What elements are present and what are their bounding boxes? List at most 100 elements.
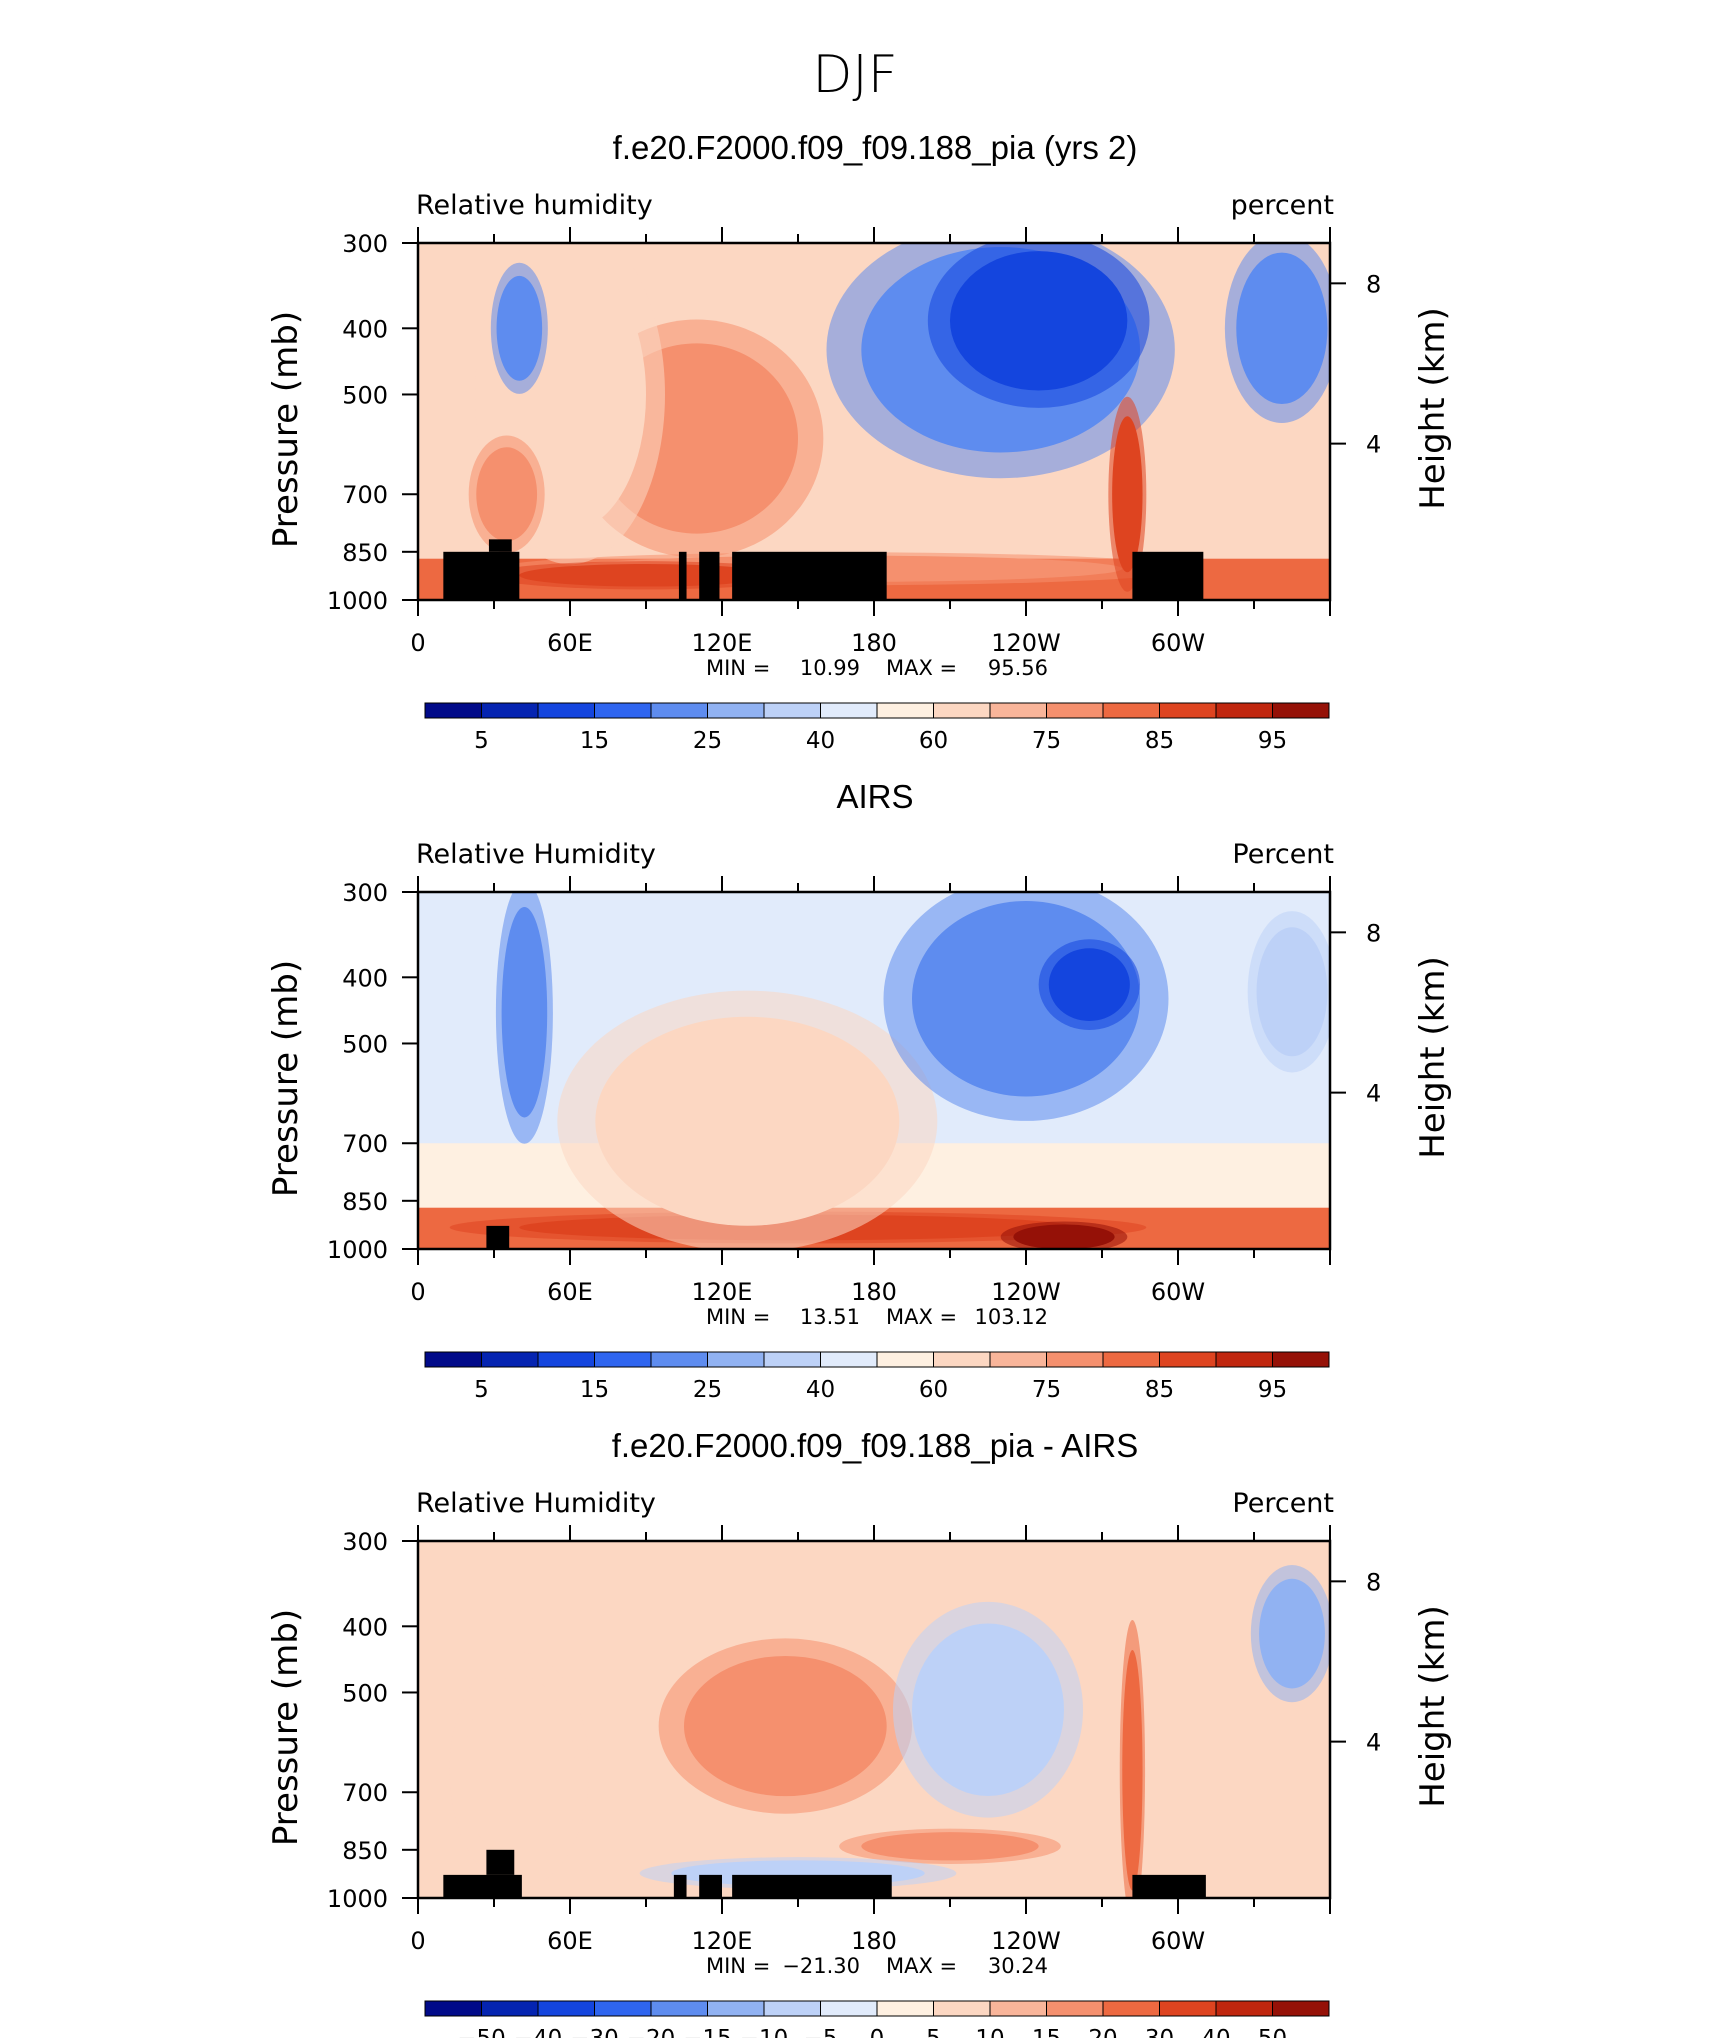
topography-mask xyxy=(732,1874,892,1898)
variable-label: Relative Humidity xyxy=(416,1488,656,1519)
colorbar-swatch xyxy=(1272,2000,1330,2017)
min-label: MIN = xyxy=(706,656,770,680)
topography-mask xyxy=(1132,551,1204,600)
colorbar-swatch xyxy=(1102,702,1160,719)
colorbar-swatch xyxy=(650,2000,708,2017)
y-tick-label: 700 xyxy=(342,1130,388,1158)
colorbar-swatch xyxy=(650,1351,708,1368)
colorbar-swatch xyxy=(1215,1351,1273,1368)
colorbar-swatch xyxy=(424,702,482,719)
contour-blob xyxy=(1236,252,1328,405)
colorbar-label: 40 xyxy=(806,728,835,754)
x-tick-label: 60W xyxy=(1151,1278,1205,1306)
contour-blob xyxy=(1259,1578,1325,1689)
y-tick-label: 300 xyxy=(342,230,388,258)
topography-mask xyxy=(699,551,720,600)
contour-blob xyxy=(1122,1650,1143,1891)
y2-tick-label: 4 xyxy=(1366,1080,1381,1108)
colorbar-swatch xyxy=(763,2000,821,2017)
chart-panel-1: f.e20.F2000.f09_f09.188_pia (yrs 2) Relat… xyxy=(266,129,1453,754)
x-tick-label: 60E xyxy=(547,1927,593,1955)
colorbar-swatch xyxy=(989,2000,1047,2017)
colorbar-label: −10 xyxy=(740,2026,789,2038)
y2-tick-label: 4 xyxy=(1366,431,1381,459)
colorbar-swatch xyxy=(594,702,652,719)
colorbar-swatch xyxy=(707,1351,765,1368)
colorbar-swatch xyxy=(537,702,595,719)
y-axis-title: Pressure (mb) xyxy=(266,311,306,548)
contour-blob xyxy=(1013,1224,1115,1249)
colorbar: −50−40−30−20−15−10−505101520304050 xyxy=(424,2000,1330,2038)
colorbar-swatch xyxy=(1159,2000,1217,2017)
panel-title: AIRS xyxy=(836,778,913,815)
panel-title: f.e20.F2000.f09_f09.188_pia - AIRS xyxy=(612,1427,1139,1464)
colorbar-swatch xyxy=(424,1351,482,1368)
x-tick-label: 120E xyxy=(692,1927,753,1955)
colorbar-swatch xyxy=(1046,2000,1104,2017)
colorbar-label: 15 xyxy=(1032,2026,1061,2038)
y-tick-label: 700 xyxy=(342,481,388,509)
colorbar-swatch xyxy=(1272,702,1330,719)
colorbar-swatch xyxy=(424,2000,482,2017)
colorbar: 5 15 25 40 60 75 85 95 xyxy=(424,1351,1330,1403)
colorbar-label: 0 xyxy=(870,2026,885,2038)
topography-mask xyxy=(486,1849,515,1875)
colorbar-label: 85 xyxy=(1145,728,1174,754)
colorbar-label: 15 xyxy=(580,1377,609,1403)
colorbar-label: 5 xyxy=(474,728,489,754)
colorbar-label: −30 xyxy=(570,2026,619,2038)
topography-mask xyxy=(732,551,887,600)
colorbar-label: 95 xyxy=(1258,1377,1287,1403)
contour-blob xyxy=(463,1675,576,1865)
colorbar-swatch xyxy=(707,702,765,719)
y-tick-label: 300 xyxy=(342,879,388,907)
colorbar-swatch xyxy=(763,1351,821,1368)
colorbar-label: −20 xyxy=(627,2026,676,2038)
colorbar-swatch xyxy=(989,1351,1047,1368)
max-value: 95.56 xyxy=(988,656,1048,680)
colorbar-swatch xyxy=(537,2000,595,2017)
colorbar-label: −5 xyxy=(804,2026,838,2038)
colorbar-swatch xyxy=(1272,1351,1330,1368)
min-value: 13.51 xyxy=(800,1305,860,1329)
x-tick-label: 180 xyxy=(851,1927,897,1955)
y-tick-label: 500 xyxy=(342,381,388,409)
y-tick-label: 850 xyxy=(342,539,388,567)
colorbar-label: 50 xyxy=(1258,2026,1287,2038)
x-tick-label: 60E xyxy=(547,1278,593,1306)
colorbar-swatch xyxy=(1046,702,1104,719)
topography-mask xyxy=(699,1874,722,1898)
colorbar-label: 60 xyxy=(919,1377,948,1403)
contour-blob xyxy=(496,275,543,381)
x-tick-label: 60W xyxy=(1151,1927,1205,1955)
colorbar-label: −40 xyxy=(514,2026,563,2038)
panel-title: f.e20.F2000.f09_f09.188_pia (yrs 2) xyxy=(613,129,1138,166)
topography-mask xyxy=(1132,1874,1206,1898)
colorbar-label: 10 xyxy=(975,2026,1004,2038)
y-tick-label: 850 xyxy=(342,1188,388,1216)
units-label: Percent xyxy=(1232,839,1334,870)
max-value: 30.24 xyxy=(988,1954,1048,1978)
colorbar-swatch xyxy=(1159,1351,1217,1368)
colorbar-swatch xyxy=(989,702,1047,719)
y-tick-label: 400 xyxy=(342,1613,388,1641)
units-label: Percent xyxy=(1232,1488,1334,1519)
y2-tick-label: 8 xyxy=(1366,919,1381,947)
y2-axis-title: Height (km) xyxy=(1413,1605,1453,1808)
x-tick-label: 120W xyxy=(991,1927,1061,1955)
colorbar-swatch xyxy=(1159,702,1217,719)
y-tick-label: 1000 xyxy=(327,587,388,615)
colorbar-swatch xyxy=(876,2000,934,2017)
y-tick-label: 1000 xyxy=(327,1236,388,1264)
colorbar-label: 5 xyxy=(926,2026,941,2038)
colorbar-label: 40 xyxy=(806,1377,835,1403)
y-tick-label: 700 xyxy=(342,1779,388,1807)
max-label: MAX = xyxy=(886,1305,957,1329)
x-tick-label: 0 xyxy=(410,629,425,657)
colorbar-swatch xyxy=(481,2000,539,2017)
y-tick-label: 300 xyxy=(342,1528,388,1556)
variable-label: Relative Humidity xyxy=(416,839,656,870)
colorbar-swatch xyxy=(594,1351,652,1368)
x-tick-label: 180 xyxy=(851,1278,897,1306)
